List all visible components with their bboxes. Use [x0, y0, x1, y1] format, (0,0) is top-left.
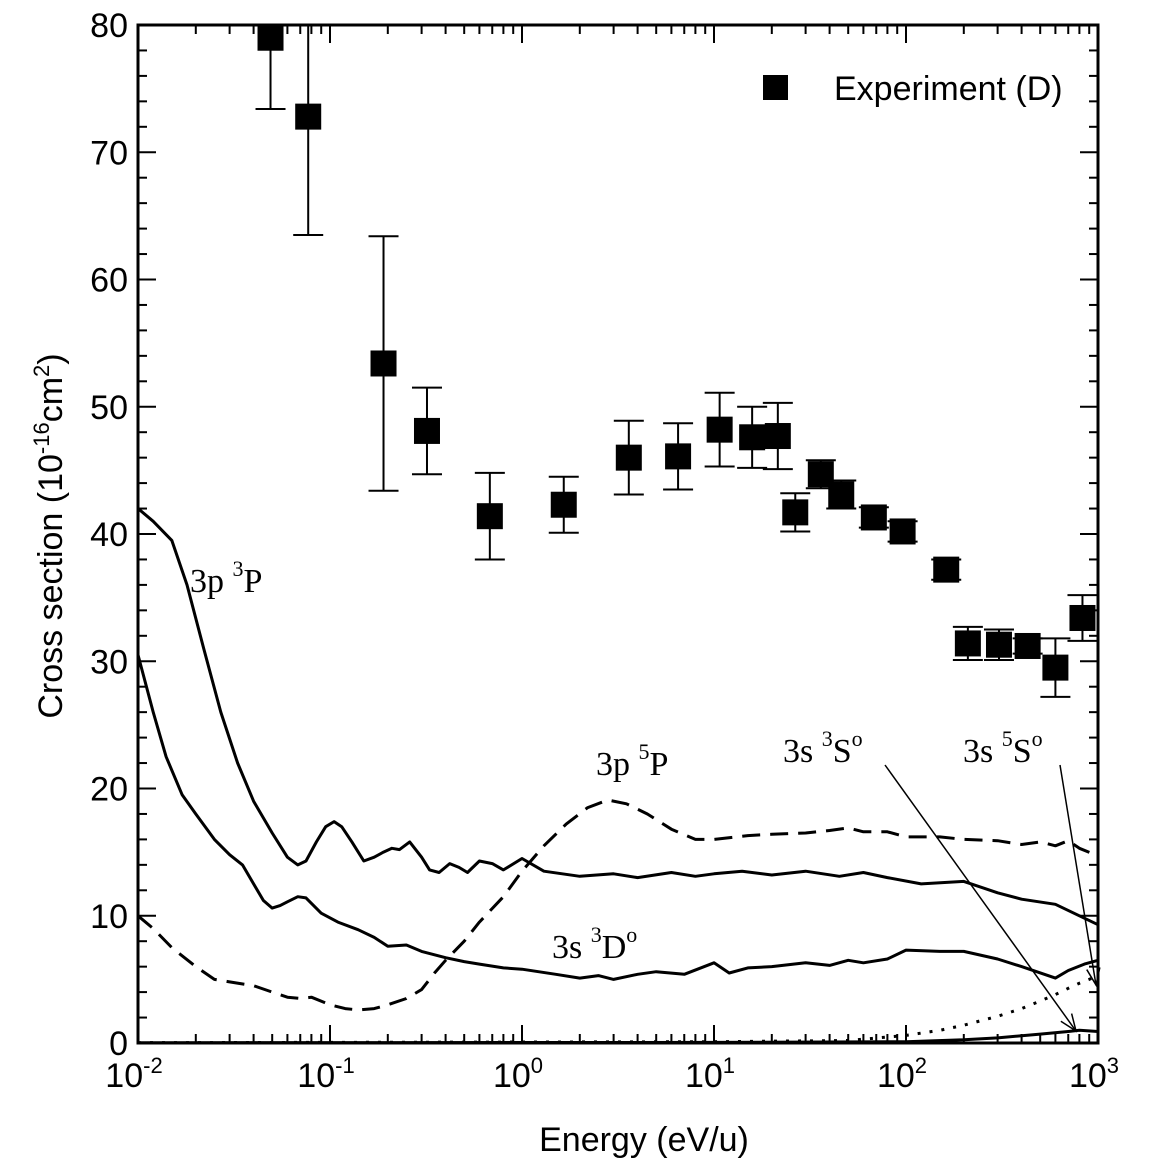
x-tick-label: 102: [877, 1053, 927, 1095]
series-label-part: 3: [822, 726, 833, 751]
series-line-3: [137, 974, 1099, 1045]
series-arrowhead-4: [1060, 1013, 1078, 1033]
x-tick-base: 10: [1069, 1057, 1107, 1095]
y-axis-title-unit: cm: [32, 377, 70, 422]
data-point: [1014, 632, 1041, 659]
y-tick-label: 20: [90, 771, 128, 809]
series-label-part: 3: [233, 556, 244, 581]
series-label-part: 3p: [190, 563, 233, 600]
x-tick-exp: 0: [531, 1053, 543, 1078]
y-tick-label: 60: [90, 262, 128, 300]
x-tick-base: 10: [105, 1057, 143, 1095]
x-tick-exp: 2: [915, 1053, 927, 1078]
x-tick-exp: -1: [335, 1053, 355, 1078]
data-point: [370, 350, 397, 377]
series-arrow-4: [884, 764, 1077, 1032]
data-point: [1042, 654, 1069, 681]
y-tick-label: 10: [90, 898, 128, 936]
x-tick-exp: -2: [143, 1053, 163, 1078]
series-label-0: 3p 3P: [190, 556, 262, 600]
series-label-3: 3s 5So: [963, 726, 1043, 770]
data-point: [413, 417, 440, 444]
legend-marker: [763, 75, 788, 100]
x-tick-base: 10: [877, 1057, 915, 1095]
y-axis-title: Cross section (10-16cm2): [29, 353, 70, 718]
data-point: [706, 416, 733, 443]
data-point: [828, 481, 855, 508]
y-tick-label: 70: [90, 134, 128, 172]
legend: Experiment (D): [763, 70, 1063, 108]
data-point: [739, 424, 766, 451]
series-label-part: 5: [639, 739, 650, 764]
data-point: [550, 491, 577, 518]
data-point: [1069, 604, 1096, 631]
data-point: [933, 556, 960, 583]
series-label-part: S: [833, 733, 852, 770]
series-label-part: D: [602, 929, 627, 966]
series-label-part: 3: [591, 922, 602, 947]
data-point: [476, 503, 503, 530]
y-tick-label: 30: [90, 643, 128, 681]
y-tick-label: 0: [109, 1025, 128, 1063]
series-label-part: 5: [1002, 726, 1013, 751]
series-label-part: 3s: [963, 733, 1002, 770]
data-point: [257, 24, 284, 51]
legend-label: Experiment (D): [834, 70, 1063, 108]
series-label-part: o: [1032, 726, 1043, 751]
series-arrowhead-3: [1086, 967, 1101, 988]
data-point: [764, 423, 791, 450]
x-tick-label: 101: [685, 1053, 735, 1095]
series-line-0: [137, 507, 1099, 927]
x-tick-label: 103: [1069, 1053, 1119, 1095]
y-tick-label: 50: [90, 389, 128, 427]
y-tick-label: 40: [90, 516, 128, 554]
y-tick-label: 80: [90, 7, 128, 45]
data-point: [782, 499, 809, 526]
series-label-part: o: [852, 726, 863, 751]
data-point: [295, 103, 322, 130]
series-label-part: P: [244, 563, 263, 600]
series-label-1: 3s 3Do: [552, 922, 637, 966]
data-point: [860, 504, 887, 531]
series-line-1: [136, 654, 1099, 981]
series-label-part: o: [626, 922, 637, 947]
data-point: [985, 631, 1012, 658]
series-line-2: [137, 798, 1099, 1012]
x-tick-exp: 3: [1107, 1053, 1119, 1078]
series-label-4: 3s 3So: [783, 726, 863, 770]
y-axis-title-main: Cross section (10: [32, 454, 70, 719]
data-point: [615, 444, 642, 471]
series-label-2: 3p 5P: [596, 739, 668, 783]
x-tick-exp: 1: [723, 1053, 735, 1078]
series-arrow-3: [1059, 764, 1097, 986]
data-point: [954, 630, 981, 657]
series-label-part: 3s: [783, 733, 822, 770]
x-tick-base: 10: [493, 1057, 531, 1095]
y-axis-title-exp: -16: [29, 422, 54, 454]
x-axis-title: Energy (eV/u): [539, 1121, 749, 1159]
series-label-part: S: [1013, 733, 1032, 770]
data-point: [665, 443, 692, 470]
data-point: [889, 518, 916, 545]
plot-clip-group: [136, 24, 1099, 1045]
series-label-part: 3p: [596, 746, 639, 783]
y-axis-title-close: ): [32, 353, 70, 364]
series-label-part: P: [650, 746, 669, 783]
x-tick-base: 10: [685, 1057, 723, 1095]
x-tick-label: 100: [493, 1053, 543, 1095]
series-label-part: 3s: [552, 929, 591, 966]
y-axis-title-unit-exp: 2: [29, 365, 54, 377]
x-tick-label: 10-1: [297, 1053, 354, 1095]
plot-frame: [136, 23, 1100, 1045]
x-tick-base: 10: [297, 1057, 335, 1095]
x-tick-label: 10-2: [105, 1053, 162, 1095]
